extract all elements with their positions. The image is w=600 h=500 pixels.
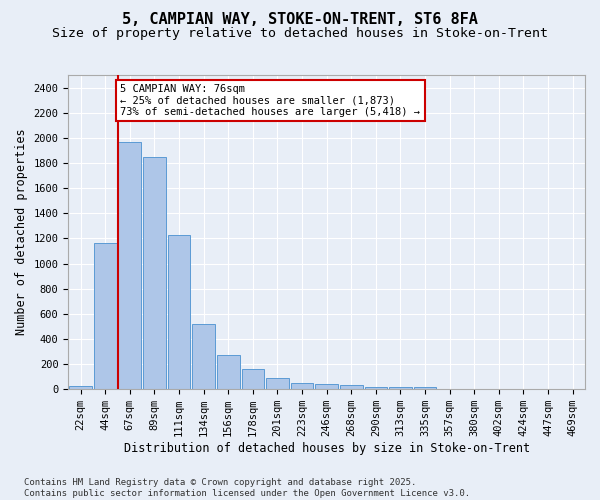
Bar xyxy=(439,388,461,389)
Bar xyxy=(217,354,239,389)
Bar xyxy=(463,388,485,389)
Bar xyxy=(340,386,362,389)
Bar xyxy=(389,386,412,389)
Y-axis label: Number of detached properties: Number of detached properties xyxy=(15,129,28,336)
X-axis label: Distribution of detached houses by size in Stoke-on-Trent: Distribution of detached houses by size … xyxy=(124,442,530,455)
Bar xyxy=(512,388,535,389)
Bar xyxy=(414,388,436,389)
Text: Contains HM Land Registry data © Crown copyright and database right 2025.
Contai: Contains HM Land Registry data © Crown c… xyxy=(24,478,470,498)
Bar xyxy=(537,388,559,389)
Bar xyxy=(242,369,264,389)
Bar xyxy=(365,387,387,389)
Bar xyxy=(291,383,313,389)
Text: 5 CAMPIAN WAY: 76sqm
← 25% of detached houses are smaller (1,873)
73% of semi-de: 5 CAMPIAN WAY: 76sqm ← 25% of detached h… xyxy=(121,84,421,117)
Bar xyxy=(167,234,190,389)
Bar xyxy=(118,142,141,389)
Bar xyxy=(192,324,215,389)
Text: Size of property relative to detached houses in Stoke-on-Trent: Size of property relative to detached ho… xyxy=(52,28,548,40)
Bar xyxy=(69,386,92,389)
Bar xyxy=(562,388,584,389)
Bar xyxy=(266,378,289,389)
Bar xyxy=(316,384,338,389)
Text: 5, CAMPIAN WAY, STOKE-ON-TRENT, ST6 8FA: 5, CAMPIAN WAY, STOKE-ON-TRENT, ST6 8FA xyxy=(122,12,478,28)
Bar xyxy=(143,156,166,389)
Bar xyxy=(94,244,116,389)
Bar xyxy=(488,388,510,389)
